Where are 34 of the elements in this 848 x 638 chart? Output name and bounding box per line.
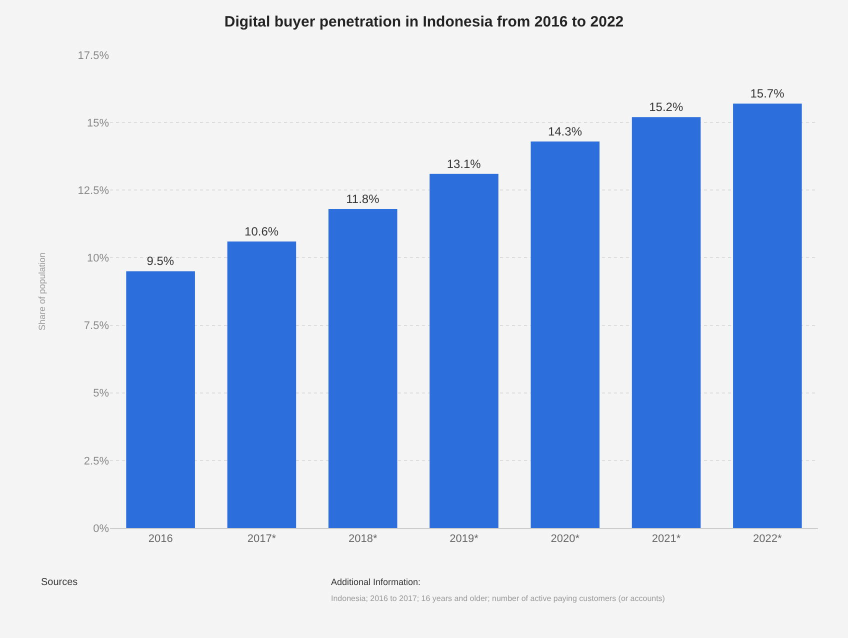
y-tick-label: 15%: [86, 117, 110, 130]
data-label: 14.3%: [548, 124, 582, 138]
data-label: 10.6%: [244, 224, 279, 238]
x-tick-label: 2016: [148, 533, 173, 546]
y-tick-label: 17.5%: [78, 50, 110, 62]
x-tick-label: 2017*: [247, 533, 277, 546]
data-label: 15.2%: [649, 100, 684, 114]
x-tick-label: 2019*: [450, 533, 480, 546]
bar: [126, 271, 195, 528]
data-label: 15.7%: [750, 86, 785, 101]
x-tick-label: 2022*: [753, 533, 783, 546]
y-tick-label: 0%: [93, 522, 110, 535]
bar: [227, 242, 296, 528]
data-label: 11.8%: [346, 192, 380, 206]
text: Indonesia; 2016 to 2017; 16 years and older; number of active paying customers (or accounts): [331, 594, 666, 603]
y-tick-label: 7.5%: [84, 320, 110, 332]
text: Sources: [41, 577, 78, 588]
x-tick-label: 2020*: [550, 533, 580, 546]
y-tick-label: 2.5%: [84, 455, 110, 468]
x-tick-label: 2021*: [652, 533, 682, 546]
bar: [328, 209, 398, 528]
chart-title: Digital buyer penetration in Indonesia from 2016 to 2022: [224, 13, 624, 30]
y-tick-label: 5%: [93, 388, 110, 400]
y-tick-label: 10%: [86, 252, 110, 265]
data-label: 9.5%: [146, 254, 174, 268]
x-tick-label: 2018*: [348, 533, 378, 546]
bar: [430, 174, 498, 528]
bar: [733, 104, 802, 528]
text: Additional Information:: [331, 577, 421, 587]
y-tick-label: 12.5%: [78, 184, 110, 197]
data-label: 13.1%: [446, 156, 482, 171]
y-axis-title: Share of population: [37, 252, 48, 331]
bar: [530, 141, 600, 528]
bar: [632, 117, 701, 528]
